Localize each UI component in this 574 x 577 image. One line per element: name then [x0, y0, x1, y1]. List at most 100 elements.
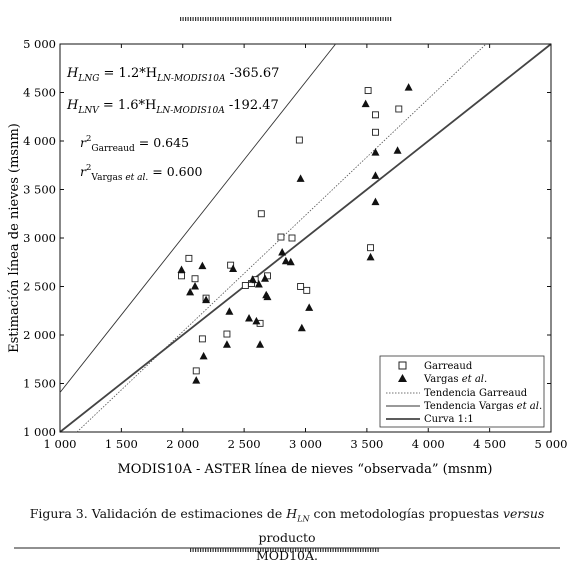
r1-sup: 2 — [86, 134, 91, 144]
caption-part2: con metodologías propuestas — [309, 506, 503, 521]
point-vargas — [371, 197, 380, 206]
point-vargas — [225, 307, 234, 315]
point-vargas — [281, 256, 290, 265]
point-vargas — [361, 99, 370, 108]
point-vargas — [366, 252, 375, 261]
x-axis-title: MODIS10A - ASTER línea de nieves “observ… — [117, 462, 492, 477]
eq1-lhs: H — [66, 66, 79, 81]
point-vargas — [245, 314, 254, 322]
legend-tend-vargas-label: Tendencia Vargas et al. — [424, 401, 542, 412]
x-tick-label: 1 500 — [105, 437, 138, 451]
point-garreaud — [223, 330, 231, 338]
x-tick-label: 1 000 — [44, 437, 77, 451]
trend-line — [76, 43, 487, 433]
x-tick-label: 3 500 — [350, 437, 383, 451]
equation-vargas: HLNV = 1.6*HLN-MODIS10A -192.47 — [66, 98, 279, 116]
point-vargas — [256, 340, 265, 348]
point-vargas — [296, 174, 305, 182]
eq2-mid: = 1.6*H — [99, 98, 157, 113]
caption-h: H — [286, 506, 298, 521]
r2-garreaud: r2Garreaud = 0.645 — [80, 134, 189, 154]
r2-base: r — [80, 164, 87, 179]
r2-val: = 0.600 — [148, 164, 202, 179]
y-tick-label: 2 500 — [23, 280, 56, 294]
caption-versus: versus — [502, 506, 545, 521]
point-garreaud — [364, 87, 372, 95]
x-tick-label: 2 500 — [228, 437, 261, 451]
y-tick-label: 2 000 — [23, 328, 56, 342]
legend-vargas-label: Vargas et al. — [423, 374, 487, 385]
legend-tend-garreaud-label: Tendencia Garreaud — [424, 388, 528, 399]
x-tick-label: 5 000 — [535, 437, 568, 451]
eq2-lhs: H — [66, 98, 79, 113]
point-vargas — [371, 148, 380, 156]
point-garreaud — [367, 244, 375, 252]
trend-lines — [59, 43, 552, 433]
point-vargas — [229, 264, 238, 273]
legend-vargas-label-b: et al. — [462, 374, 487, 385]
point-vargas — [199, 351, 208, 360]
point-vargas — [286, 257, 295, 266]
point-vargas — [254, 280, 263, 288]
point-garreaud — [257, 210, 265, 218]
point-vargas — [371, 171, 380, 179]
point-garreaud — [185, 254, 193, 262]
eq2-sub: LN-MODIS10A — [155, 106, 225, 116]
point-vargas — [192, 376, 201, 384]
y-tick-label: 3 000 — [23, 231, 56, 245]
eq1-lhs-sub: LNG — [77, 74, 99, 84]
legend-garreaud-label: Garreaud — [424, 361, 473, 372]
x-tick-label: 4 500 — [473, 437, 506, 451]
y-tick-label: 4 000 — [23, 134, 56, 148]
r2-sub-a: Vargas — [90, 173, 125, 183]
trend-line — [59, 43, 336, 393]
y-tick-label: 4 500 — [23, 86, 56, 100]
eq2-lhs-sub: LNV — [77, 106, 100, 116]
point-garreaud — [372, 128, 379, 136]
point-vargas — [191, 282, 200, 290]
point-garreaud — [277, 233, 285, 241]
y-tick-label: 5 000 — [23, 37, 56, 51]
point-vargas — [252, 316, 261, 325]
point-garreaud — [198, 335, 206, 343]
legend-tend-vargas-label-b: et al. — [517, 401, 542, 412]
y-tick-label: 1 000 — [23, 425, 56, 439]
eq2-rhs: -192.47 — [225, 98, 279, 113]
figure-caption: Figura 3. Validación de estimaciones de … — [0, 505, 574, 565]
y-tick-label: 3 500 — [23, 183, 56, 197]
y-axis-title: Estimación línea de nieves (msnm) — [7, 123, 22, 353]
y-tick-label: 1 500 — [23, 377, 56, 391]
point-vargas — [393, 146, 402, 154]
point-vargas — [278, 248, 287, 256]
point-vargas — [297, 323, 306, 332]
x-tick-label: 2 000 — [166, 437, 199, 451]
r1-base: r — [80, 135, 87, 150]
point-vargas — [260, 274, 269, 282]
point-vargas — [263, 292, 272, 301]
point-garreaud — [295, 136, 303, 144]
equation-garreaud: HLNG = 1.2*HLN-MODIS10A -365.67 — [66, 66, 279, 84]
point-vargas — [248, 275, 257, 283]
point-vargas — [198, 261, 207, 270]
eq1-sub: LN-MODIS10A — [156, 74, 226, 84]
point-vargas — [202, 295, 211, 304]
data-points — [177, 83, 413, 384]
caption-h-sub: LN — [297, 514, 310, 524]
point-garreaud — [227, 261, 235, 269]
point-garreaud — [372, 111, 379, 119]
legend-curva-label: Curva 1:1 — [424, 414, 474, 425]
point-garreaud — [192, 367, 200, 375]
point-garreaud — [395, 105, 403, 113]
legend-tend-vargas-label-a: Tendencia Vargas — [424, 401, 517, 412]
trend-line — [59, 43, 552, 433]
r1-val: = 0.645 — [135, 135, 189, 150]
caption-line2: MOD10A. — [256, 547, 318, 563]
point-garreaud — [297, 283, 305, 290]
eq1-mid: = 1.2*H — [99, 66, 157, 81]
caption-part3: producto — [258, 529, 316, 545]
point-vargas — [186, 287, 195, 296]
point-vargas — [222, 340, 231, 348]
eq1-rhs: -365.67 — [225, 66, 279, 81]
